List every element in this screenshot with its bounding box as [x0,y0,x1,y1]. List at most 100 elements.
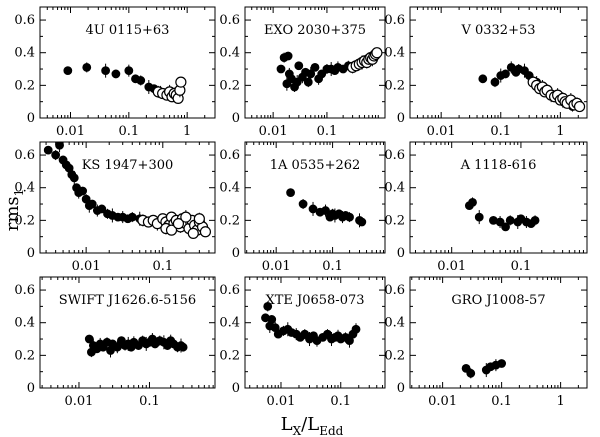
data-point-6-a-1118-616-filled-2 [474,212,484,222]
data-point-8-xte-j0658-073-filled-1 [263,301,273,311]
y-axis-title-main: rms [2,196,23,231]
y-tick-label-9-gro-j1008-57-2: 0.4 [384,316,405,331]
data-point-1-4u-0115-63-filled-6 [136,76,146,85]
y-tick-label-3-v-0332-53-3: 0.6 [384,13,405,28]
y-tick-label-8-xte-j0658-073-0: 0 [232,381,240,396]
x-tick-label-9-gro-j1008-57-0: 0.01 [428,394,457,409]
y-tick-label-4-ks-1947-300-2: 0.4 [14,181,35,196]
data-point-3-v-0332-53-filled-0 [478,74,488,84]
x-tick-label-1-4u-0115-63-0: 0.01 [56,124,85,139]
y-tick-label-9-gro-j1008-57-0: 0 [397,381,405,396]
data-point-9-gro-j1008-57-filled-5 [497,359,507,368]
y-tick-label-4-ks-1947-300-0: 0 [27,246,35,261]
panel-title-7-swift-j1626-6-5156: SWIFT J1626.6-5156 [59,293,196,308]
y-tick-label-5-1a-0535-262-2: 0.4 [219,181,240,196]
panel-5-1a-0535-262: 0 0.2 0.4 0.6 0.01 0.1 1A 0535+262 [219,141,386,274]
x-tick-label-2-exo-2030-375-1: 0.1 [317,124,338,139]
panel-title-1-4u-0115-63: 4U 0115+63 [86,23,170,38]
y-tick-label-3-v-0332-53-0: 0 [397,111,405,126]
data-point-6-a-1118-616-filled-6 [505,215,515,225]
panel-title-3-v-0332-53: V 0332+53 [460,23,535,38]
data-point-3-v-0332-53-filled-3 [501,69,510,79]
y-tick-label-5-1a-0535-262-0: 0 [232,246,240,261]
data-point-4-ks-1947-300-filled-7 [69,173,79,183]
y-tick-label-6-a-1118-616-2: 0.4 [384,181,405,196]
data-point-5-1a-0535-262-filled-1 [298,199,308,209]
data-point-2-exo-2030-375-filled-12 [306,69,316,79]
y-tick-label-8-xte-j0658-073-1: 0.2 [219,348,240,363]
y-tick-label-7-swift-j1626-6-5156-0: 0 [27,381,35,396]
x-tick-label-3-v-0332-53-0: 0.01 [427,124,456,139]
y-axis-title: rms1 [2,189,26,232]
data-point-4-ks-1947-300-open-23 [180,211,192,223]
y-tick-label-7-swift-j1626-6-5156-2: 0.4 [14,316,35,331]
y-tick-label-5-1a-0535-262-1: 0.2 [219,213,240,228]
points-3-v-0332-53 [478,61,586,113]
y-tick-label-3-v-0332-53-1: 0.2 [384,78,405,93]
panel-6-a-1118-616: 0 0.2 0.4 0.6 0.01 0.1 A 1118-616 [384,141,588,274]
points-9-gro-j1008-57 [461,359,507,379]
data-point-6-a-1118-616-filled-5 [501,222,510,232]
data-point-1-4u-0115-63-filled-2 [101,66,111,76]
panel-3-v-0332-53: 0 0.2 0.4 0.6 0.01 0.1 1 V 0332+53 [384,6,588,139]
y-tick-label-8-xte-j0658-073-2: 0.4 [219,316,240,331]
x-tick-label-5-1a-0535-262-1: 0.1 [322,259,343,274]
panel-frame-7-swift-j1626-6-5156 [39,276,216,389]
x-tick-label-1-4u-0115-63-1: 0.1 [118,124,139,139]
points-1-4u-0115-63 [63,62,187,105]
y-tick-label-7-swift-j1626-6-5156-3: 0.6 [14,283,35,298]
panel-title-8-xte-j0658-073: XTE J0658-073 [265,293,364,308]
data-point-5-1a-0535-262-filled-11 [345,212,354,222]
data-point-4-ks-1947-300-filled-1 [51,150,61,160]
data-point-2-exo-2030-375-filled-0 [276,64,286,74]
data-point-1-4u-0115-63-filled-1 [82,62,92,72]
data-point-5-1a-0535-262-filled-2 [308,204,318,214]
data-point-6-a-1118-616-filled-4 [495,217,505,227]
points-4-ks-1947-300 [43,142,212,240]
panel-frame-6-a-1118-616 [409,141,588,254]
x-tick-label-3-v-0332-53-1: 0.1 [490,124,511,139]
x-tick-label-1-4u-0115-63-2: 1 [183,124,191,139]
data-point-1-4u-0115-63-filled-0 [63,66,73,76]
x-axis-title-subscript-2: Edd [319,424,343,437]
points-2-exo-2030-375 [276,47,383,92]
panels-group: 0 0.2 0.4 0.6 0.01 0.1 1 4U 0115+63 0 0.2 0.4 0.6 0.… [14,6,588,409]
data-point-2-exo-2030-375-filled-3 [283,51,293,61]
panel-9-gro-j1008-57: 0 0.2 0.4 0.6 0.01 0.1 1 GRO J1008-57 [384,276,588,409]
y-tick-label-4-ks-1947-300-1: 0.2 [14,213,35,228]
data-point-4-ks-1947-300-open-21 [165,224,178,236]
x-tick-label-9-gro-j1008-57-1: 0.1 [491,394,512,409]
y-axis-title-subscript: 1 [12,189,26,197]
panel-title-4-ks-1947-300: KS 1947+300 [82,158,174,173]
panel-8-xte-j0658-073: 0 0.2 0.4 0.6 0.01 0.1 XTE J0658-073 [219,276,386,409]
data-point-1-4u-0115-63-open-9 [175,76,187,88]
points-8-xte-j0658-073 [261,301,361,348]
panel-title-5-1a-0535-262: 1A 0535+262 [270,158,361,173]
data-point-4-ks-1947-300-open-22 [172,218,185,230]
data-point-4-ks-1947-300-open-19 [199,226,212,238]
data-point-4-ks-1947-300-open-24 [187,227,199,240]
panel-title-9-gro-j1008-57: GRO J1008-57 [451,293,545,308]
x-tick-label-7-swift-j1626-6-5156-0: 0.01 [64,394,93,409]
x-axis-title-main-2: /L [301,414,319,435]
panel-4-ks-1947-300: 0 0.2 0.4 0.6 0.01 0.1 KS 1947+300 [14,141,216,274]
data-point-4-ks-1947-300-filled-2 [55,142,64,150]
x-tick-label-7-swift-j1626-6-5156-1: 0.1 [139,394,160,409]
y-tick-label-1-4u-0115-63-1: 0.2 [14,78,35,93]
data-point-4-ks-1947-300-filled-15 [97,204,107,214]
x-tick-label-9-gro-j1008-57-2: 1 [556,394,564,409]
data-point-6-a-1118-616-filled-11 [530,215,540,225]
panel-2-exo-2030-375: 0 0.2 0.4 0.6 0.01 0.1 EXO 2030+375 [219,6,386,139]
x-tick-label-5-1a-0535-262-0: 0.01 [262,259,291,274]
y-tick-label-7-swift-j1626-6-5156-1: 0.2 [14,348,35,363]
y-tick-label-1-4u-0115-63-3: 0.6 [14,13,35,28]
data-point-8-xte-j0658-073-filled-3 [267,315,277,324]
x-tick-label-3-v-0332-53-2: 1 [556,124,564,139]
y-tick-label-1-4u-0115-63-0: 0 [27,111,35,126]
data-point-4-ks-1947-300-filled-0 [43,145,53,155]
points-7-swift-j1626-6-5156 [84,333,188,358]
panel-title-6-a-1118-616: A 1118-616 [460,158,537,173]
x-tick-label-4-ks-1947-300-1: 0.1 [152,259,173,274]
data-point-8-xte-j0658-073-filled-24 [351,324,361,334]
points-6-a-1118-616 [464,197,540,232]
